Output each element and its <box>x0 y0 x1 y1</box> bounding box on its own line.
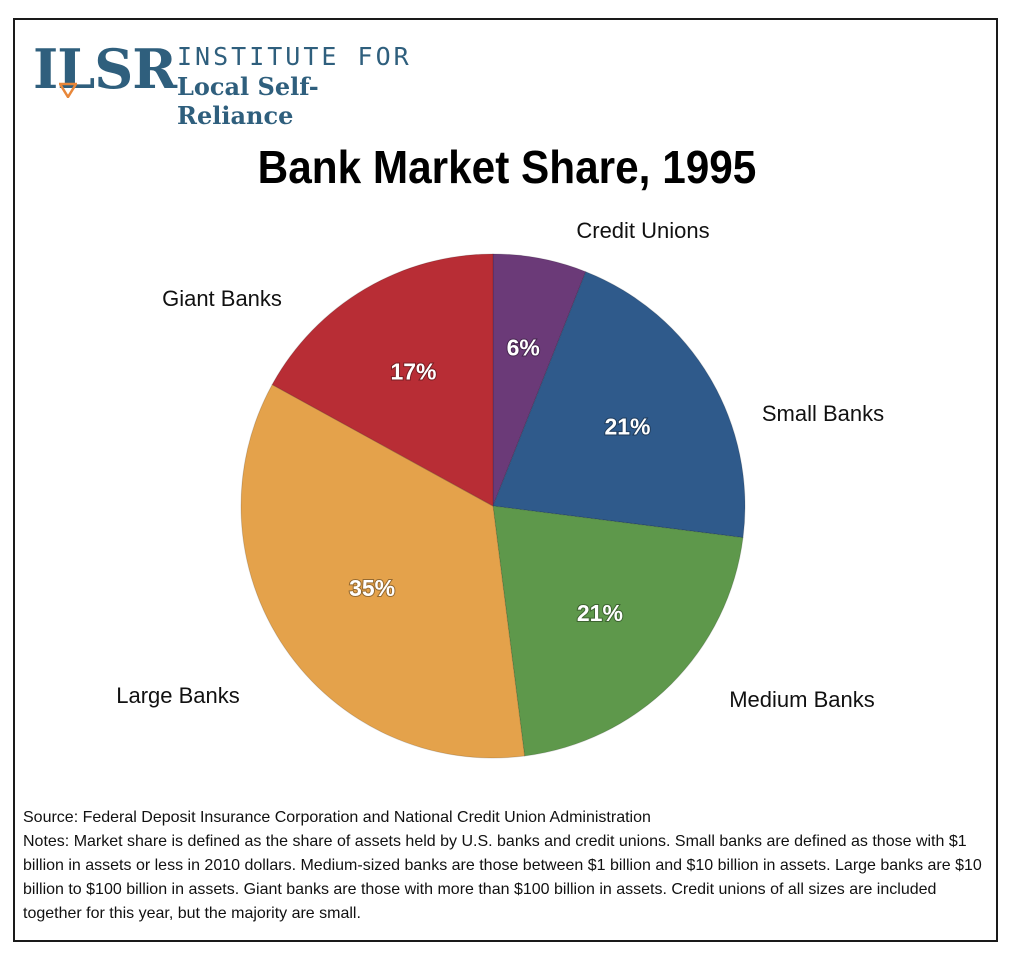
category-label-giant-banks: Giant Banks <box>162 286 282 311</box>
footer-notes: Source: Federal Deposit Insurance Corpor… <box>23 806 983 926</box>
notes-text: Notes: Market share is defined as the sh… <box>23 833 982 922</box>
slice-giant-banks <box>271 253 494 507</box>
pie-slices <box>240 253 746 759</box>
source-note: Source: Federal Deposit Insurance Corpor… <box>23 809 651 826</box>
percent-label-large-banks: 35% <box>349 575 395 601</box>
slice-medium-banks <box>492 505 744 757</box>
percent-label-credit-unions: 6% <box>507 335 540 361</box>
chart-title: Bank Market Share, 1995 <box>257 141 757 193</box>
logo-mark: ILSR <box>33 37 177 101</box>
percent-label-giant-banks: 17% <box>390 359 436 385</box>
category-label-medium-banks: Medium Banks <box>729 687 875 712</box>
percent-labels: 6% 21% 21% 35% 17% <box>348 334 651 627</box>
logo-line-2: Local Self-Reliance <box>177 72 319 130</box>
category-labels: Credit Unions Small Banks Medium Banks Larg… <box>116 218 884 712</box>
slice-credit-unions <box>492 253 587 507</box>
slice-large-banks <box>240 383 526 759</box>
logo-line-1: INSTITUTE FOR <box>177 42 412 71</box>
slice-small-banks <box>492 271 746 539</box>
percent-label-medium-banks: 21% <box>577 600 623 626</box>
ilsr-logo: ILSR INSTITUTE FOR Local Self-Reliance <box>33 37 433 130</box>
percent-label-small-banks: 21% <box>604 413 650 439</box>
logo-triangle-icon <box>59 82 77 98</box>
category-label-small-banks: Small Banks <box>762 401 884 426</box>
category-label-credit-unions: Credit Unions <box>576 218 709 243</box>
category-label-large-banks: Large Banks <box>116 683 240 708</box>
